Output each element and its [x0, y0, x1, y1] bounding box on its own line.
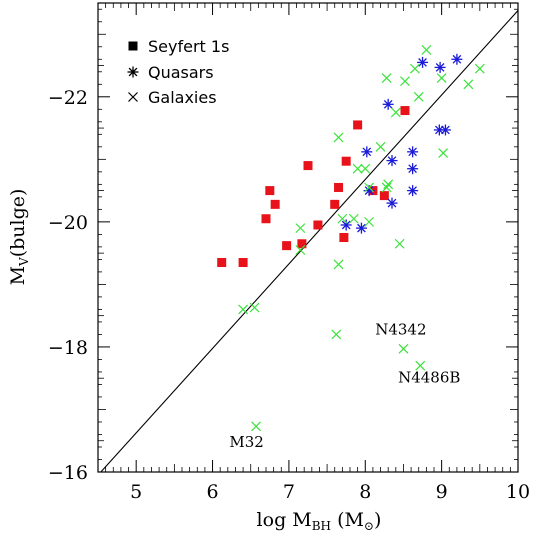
data-point [334, 182, 344, 192]
data-point [375, 141, 386, 152]
legend-label: Quasars [148, 63, 214, 82]
data-point [364, 216, 375, 227]
x-axis-title: log MBH (M⊙) [257, 509, 382, 533]
data-point [295, 245, 306, 255]
data-point [407, 163, 419, 175]
data-point [355, 222, 367, 234]
legend: Seyfert 1s Quasars Galaxies [127, 37, 229, 107]
data-point [463, 79, 474, 90]
data-point [352, 163, 363, 174]
series-galaxies [238, 44, 485, 432]
data-point [398, 343, 409, 354]
plot-frame [97, 2, 519, 473]
data-point [353, 120, 363, 130]
y-tick-label: −18 [48, 337, 88, 359]
series-quasars [340, 53, 463, 234]
axis-ticks: 5 6 7 8 9 10 −16 −18 −20 −22 [48, 2, 530, 503]
data-point [407, 185, 419, 197]
data-point [348, 213, 359, 224]
x-tick-label: 8 [359, 481, 371, 503]
y-tick-label: −22 [48, 87, 88, 109]
data-point [333, 132, 344, 143]
x-tick-label: 6 [206, 481, 218, 503]
data-point [337, 213, 348, 224]
data-point [417, 56, 429, 68]
annotation-label: M32 [229, 433, 263, 451]
legend-item: Galaxies [128, 88, 217, 107]
data-point [295, 223, 306, 234]
data-point [381, 73, 392, 83]
data-point [270, 199, 280, 209]
y-axis-title: MV(bulge) [7, 189, 31, 286]
data-point [331, 329, 342, 340]
x-tick-label: 10 [506, 481, 530, 503]
legend-item: Quasars [127, 63, 214, 82]
data-point [451, 53, 463, 65]
data-point [390, 107, 401, 118]
data-point [333, 259, 344, 270]
data-point [434, 61, 446, 73]
data-point [383, 179, 394, 190]
data-point [382, 98, 394, 110]
data-point [438, 148, 449, 159]
data-point [217, 258, 227, 268]
data-point [282, 241, 292, 251]
data-point [313, 220, 323, 230]
data-point [394, 238, 405, 249]
legend-label: Seyfert 1s [148, 37, 229, 56]
legend-marker [128, 41, 138, 51]
y-tick-label: −16 [48, 462, 88, 484]
data-point [436, 73, 447, 83]
data-point [415, 360, 426, 371]
data-point [339, 233, 349, 242]
x-tick-label: 5 [130, 481, 142, 503]
fit-line [100, 10, 518, 472]
data-point [386, 197, 398, 209]
data-point [439, 124, 451, 136]
series-seyfert-1s [217, 106, 410, 268]
annotation-label: N4486B [398, 369, 460, 387]
legend-label: Galaxies [148, 88, 217, 107]
data-point [341, 156, 351, 166]
data-point [340, 219, 352, 231]
data-point [361, 146, 373, 158]
data-point [364, 182, 375, 193]
data-point [265, 186, 275, 196]
data-point [238, 258, 248, 268]
data-point [238, 304, 249, 315]
legend-marker [127, 66, 139, 78]
data-point [409, 63, 420, 74]
data-point [407, 146, 419, 158]
data-point [360, 163, 371, 174]
data-point [400, 76, 410, 87]
data-point [330, 199, 340, 209]
data-point [474, 63, 485, 74]
plot-marks [100, 10, 518, 472]
data-point [251, 421, 261, 432]
data-point [400, 106, 410, 116]
data-point [303, 161, 313, 171]
data-point [381, 182, 392, 193]
data-point [421, 44, 432, 55]
data-point [413, 91, 424, 102]
x-tick-label: 7 [283, 481, 295, 503]
annotation-label: N4342 [375, 320, 426, 338]
data-point [379, 191, 389, 201]
x-tick-label: 9 [436, 481, 448, 503]
data-point [249, 302, 260, 313]
data-point [297, 239, 307, 249]
legend-item: Seyfert 1s [128, 37, 229, 56]
y-tick-label: −20 [48, 212, 88, 234]
data-point [386, 155, 398, 167]
legend-marker [128, 92, 138, 102]
data-point [261, 214, 271, 224]
